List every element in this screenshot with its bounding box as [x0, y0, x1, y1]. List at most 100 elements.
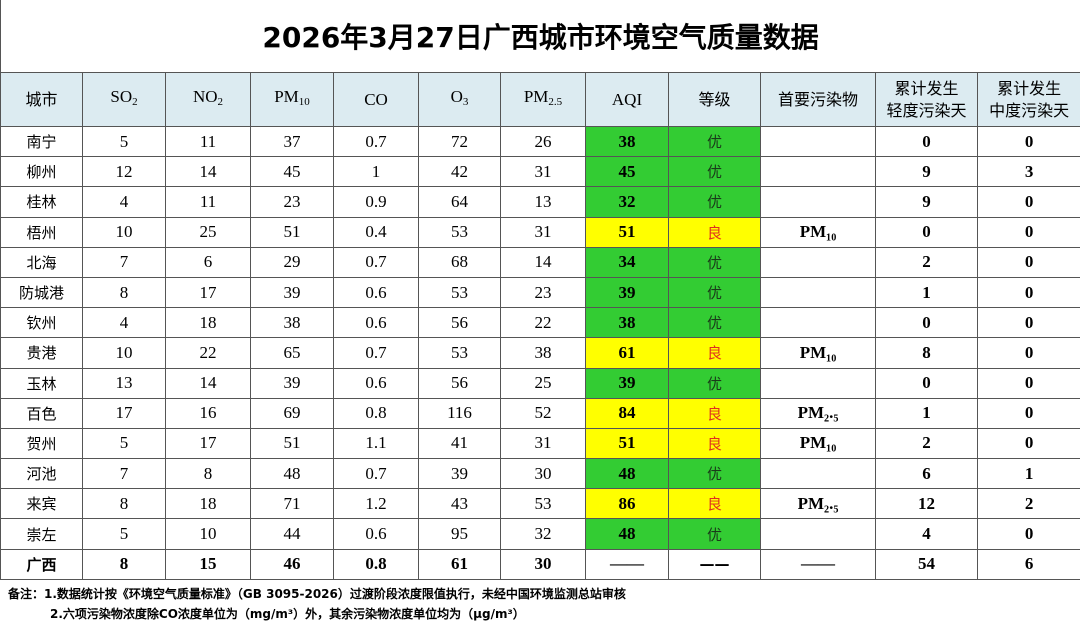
cell: 54 [875, 548, 978, 580]
data-row: 百色 17 16 69 0.8 116 52 84 良 PM₂.₅ 1 0 [0, 397, 1080, 429]
cell: 17 [82, 397, 166, 429]
cell: 5 [82, 518, 166, 550]
cell: 1 [875, 276, 978, 309]
city-cell: 来宾 [0, 488, 83, 520]
data-row: 玉林 13 14 39 0.6 56 25 39 优 0 0 [0, 367, 1080, 399]
city-cell: 北海 [0, 246, 83, 278]
cell: 0 [976, 337, 1080, 369]
cell: 良 [668, 216, 761, 248]
city-cell: 钦州 [0, 307, 83, 339]
cell: 38 [500, 337, 586, 369]
cell: 优 [668, 276, 761, 309]
air-quality-table: 2026年3月27日广西城市环境空气质量数据 城市 SO2 NO2 PM10 CO O3 P… [0, 0, 1080, 580]
cell: 45 [585, 156, 669, 188]
cell: PM₂.₅ [760, 397, 876, 429]
cell: PM₁₀ [760, 337, 876, 369]
cell: 0.6 [333, 367, 419, 399]
cell: 1 [976, 458, 1080, 490]
cell: 11 [165, 186, 251, 218]
cell: 0 [976, 367, 1080, 399]
cell: 1.2 [333, 488, 419, 520]
cell: 38 [250, 307, 334, 339]
cell: 13 [500, 186, 586, 218]
cell: 23 [500, 276, 586, 309]
cell: 优 [668, 186, 761, 218]
data-row: 桂林 4 11 23 0.9 64 13 32 优 9 0 [0, 186, 1080, 218]
cell: 0.7 [333, 337, 419, 369]
city-cell: 桂林 [0, 186, 83, 218]
city-cell: 防城港 [0, 276, 83, 309]
cell: 10 [165, 518, 251, 550]
cell: 23 [250, 186, 334, 218]
cell: 45 [250, 156, 334, 188]
cell: 64 [418, 186, 501, 218]
cell: 39 [250, 367, 334, 399]
cell: 39 [418, 458, 501, 490]
cell: 良 [668, 397, 761, 429]
note: 2.六项污染物浓度除CO浓度单位为（mg/m³）外，其余污染物浓度单位均为（μg… [50, 606, 525, 621]
cell: 38 [585, 307, 669, 339]
header-row: 城市 SO2 NO2 PM10 CO O3 PM2.5 AQI 等级 首要污染物 累计发生 轻度污染天… [0, 72, 1080, 127]
cell: 0.6 [333, 276, 419, 309]
cell: 0 [976, 397, 1080, 429]
cell: 30 [500, 548, 586, 580]
cell: 25 [165, 216, 251, 248]
header-cell: AQI [585, 72, 669, 127]
cell: —— [668, 548, 761, 580]
cell: 0.4 [333, 216, 419, 248]
cell: PM₁₀ [760, 427, 876, 460]
cell: 良 [668, 337, 761, 369]
city-cell: 柳州 [0, 156, 83, 188]
cell: 53 [418, 337, 501, 369]
cell: 72 [418, 125, 501, 158]
header-cell: PM2.5 [500, 72, 586, 127]
city-cell: 崇左 [0, 518, 83, 550]
cell: 29 [250, 246, 334, 278]
data-row: 柳州 12 14 45 1 42 31 45 优 9 3 [0, 156, 1080, 188]
cell: 8 [82, 488, 166, 520]
cell: 0.8 [333, 397, 419, 429]
note-line: 备注：1.数据统计按《环境空气质量标准》（GB 3095-2026）过渡阶段浓度… [8, 584, 1080, 604]
header-cell: CO [333, 72, 419, 127]
header-text: O [450, 87, 463, 106]
cell: 68 [418, 246, 501, 278]
cell: 43 [418, 488, 501, 520]
cell: 48 [585, 518, 669, 550]
cell: 31 [500, 216, 586, 248]
cell: 46 [250, 548, 334, 580]
cell: 0 [976, 307, 1080, 339]
header-cell: SO2 [82, 72, 166, 127]
cell: 12 [875, 488, 978, 520]
cell [760, 367, 876, 399]
header-cell: 累计发生 轻度污染天 [875, 72, 978, 127]
cell: 61 [418, 548, 501, 580]
cell: PM₂.₅ [760, 488, 876, 520]
data-row: 贵港 10 22 65 0.7 53 38 61 良 PM₁₀ 8 0 [0, 337, 1080, 369]
cell: 52 [500, 397, 586, 429]
cell: 48 [585, 458, 669, 490]
cell: 69 [250, 397, 334, 429]
cell: 26 [500, 125, 586, 158]
cell: 优 [668, 156, 761, 188]
header-text: 城市 [25, 89, 58, 109]
cell: 优 [668, 458, 761, 490]
table-title: 2026年3月27日广西城市环境空气质量数据 [0, 0, 1080, 73]
cell: 0 [976, 518, 1080, 550]
header-cell: PM10 [250, 72, 334, 127]
cell: 51 [250, 216, 334, 248]
cell: 5 [82, 427, 166, 460]
cell [760, 125, 876, 158]
cell: 0 [875, 367, 978, 399]
notes: 备注：1.数据统计按《环境空气质量标准》（GB 3095-2026）过渡阶段浓度… [0, 580, 1080, 624]
cell: 2 [875, 427, 978, 460]
cell: 2 [875, 246, 978, 278]
cell: 0 [976, 186, 1080, 218]
header-text: PM [274, 87, 299, 106]
cell: 38 [585, 125, 669, 158]
header-text: 首要污染物 [777, 89, 858, 109]
cell: 51 [585, 216, 669, 248]
header-text: AQI [611, 89, 643, 109]
cell: 6 [875, 458, 978, 490]
header-text: CO [364, 89, 388, 109]
